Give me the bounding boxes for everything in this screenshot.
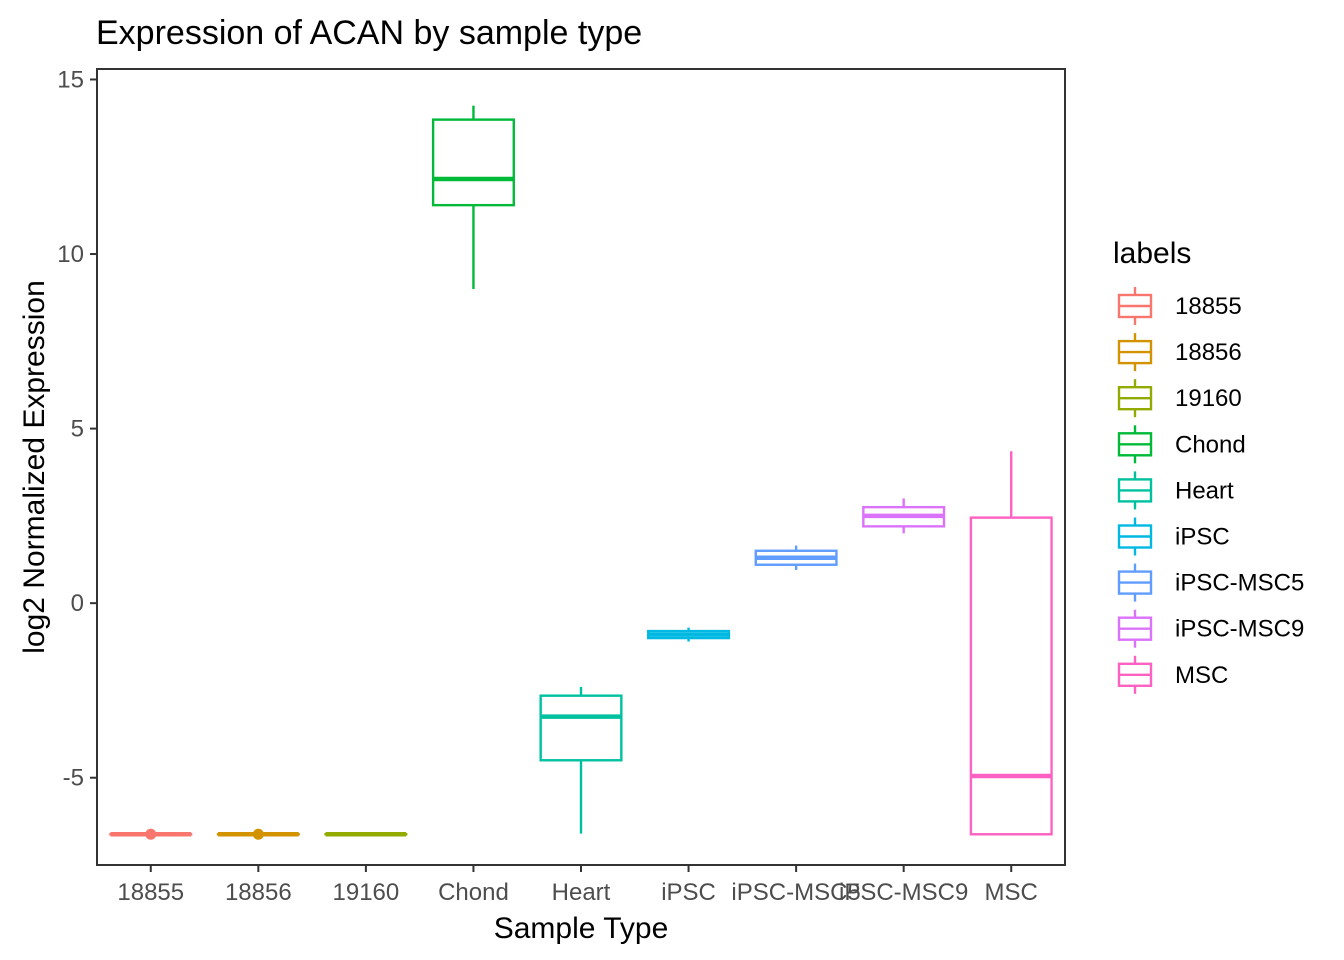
legend-key-iPSC xyxy=(1117,517,1153,556)
box-18855 xyxy=(109,828,193,840)
x-tick-label: iPSC-MSC5 xyxy=(731,879,860,906)
box-iPSC xyxy=(647,627,731,642)
box-Chond xyxy=(431,105,515,289)
x-tick-label: MSC xyxy=(985,879,1038,906)
legend-key-19160 xyxy=(1117,379,1153,418)
box-iqr xyxy=(969,516,1053,836)
box-Heart xyxy=(539,686,623,834)
box-MSC xyxy=(969,451,1053,836)
x-axis-title: Sample Type xyxy=(494,912,669,945)
legend-label: 18856 xyxy=(1175,339,1242,366)
y-tick-label: 5 xyxy=(71,416,84,443)
box-iPSC-MSC9 xyxy=(862,498,946,534)
box-18856 xyxy=(216,828,300,840)
legend-title: labels xyxy=(1113,237,1191,270)
legend-key-MSC xyxy=(1117,655,1153,694)
x-tick-label: 18856 xyxy=(225,879,292,906)
box-iqr xyxy=(431,118,515,207)
x-tick-label: 18855 xyxy=(117,879,184,906)
y-tick-label: 15 xyxy=(57,66,84,93)
legend: 18855 18856 19160 Chond Heart iPSC iPSC-MSC5 iP… xyxy=(1117,287,1304,694)
x-tick-label: Heart xyxy=(552,879,611,906)
legend-label: iPSC-MSC9 xyxy=(1175,616,1304,643)
legend-label: MSC xyxy=(1175,662,1228,689)
box-iqr xyxy=(539,694,623,762)
x-tick-label: Chond xyxy=(438,879,509,906)
y-tick-label: 0 xyxy=(71,590,84,617)
legend-label: Chond xyxy=(1175,431,1246,458)
y-axis-title: log2 Normalized Expression xyxy=(18,280,51,654)
legend-key-iPSC-MSC9 xyxy=(1117,609,1153,648)
outlier-point xyxy=(252,828,264,840)
x-tick-label: iPSC xyxy=(661,879,716,906)
y-tick-label: 10 xyxy=(57,241,84,268)
legend-key-18856 xyxy=(1117,333,1153,372)
legend-label: 18855 xyxy=(1175,293,1242,320)
legend-label: 19160 xyxy=(1175,385,1242,412)
legend-label: iPSC xyxy=(1175,524,1230,551)
y-tick-label: -5 xyxy=(63,765,84,792)
legend-key-iPSC-MSC5 xyxy=(1117,563,1153,602)
legend-key-Chond xyxy=(1117,425,1153,464)
outlier-point xyxy=(145,828,157,840)
legend-label: iPSC-MSC5 xyxy=(1175,570,1304,597)
x-tick-label: 19160 xyxy=(333,879,400,906)
legend-label: Heart xyxy=(1175,477,1234,504)
legend-key-Heart xyxy=(1117,471,1153,510)
chart-title: Expression of ACAN by sample type xyxy=(96,14,642,52)
x-tick-label: iPSC-MSC9 xyxy=(839,879,968,906)
box-iPSC-MSC5 xyxy=(754,545,838,570)
legend-key-18855 xyxy=(1117,287,1153,325)
plot-area: -5 0 5 10 15 18855 18856 19160 Chond Heart iPSC iPS… xyxy=(57,66,1066,906)
